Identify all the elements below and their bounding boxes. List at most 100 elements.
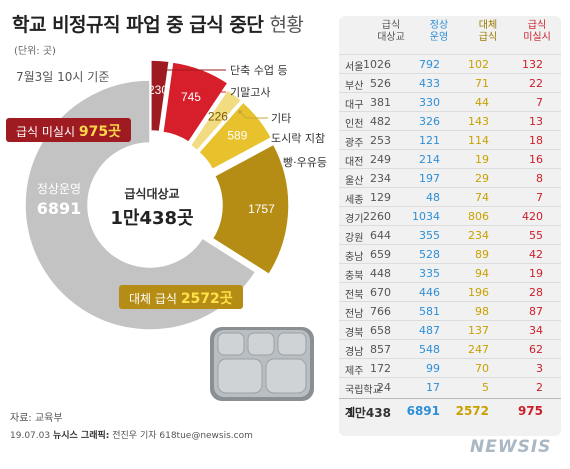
table-cell: 62 [529, 343, 543, 356]
page-title: 학교 비정규직 파업 중 급식 중단 현황 [12, 10, 304, 37]
table-cell: 482 [370, 115, 391, 128]
leader-dot [238, 110, 242, 114]
table-row: 울산 234 197 29 8 [339, 168, 561, 187]
table-cell: 경남 [345, 347, 364, 358]
center-callout: 급식대상교 1만438곳 [110, 185, 194, 230]
table-cell: 214 [419, 153, 440, 166]
table-cell: 충남 [345, 252, 364, 263]
table-cell: 102 [468, 58, 489, 71]
table-cell: 99 [426, 362, 440, 375]
table-row: 강원 644 355 234 55 [339, 225, 561, 244]
table-row: 전북 670 446 196 28 [339, 282, 561, 301]
table-row: 전남 766 581 98 87 [339, 301, 561, 320]
table-cell: 42 [529, 248, 543, 261]
table-cell: 528 [419, 248, 440, 261]
table-cell: 71 [475, 77, 489, 90]
table-cell: 세종 [345, 195, 364, 206]
table-row: 국립학교 24 17 5 2 [339, 377, 561, 396]
normal-label: 정상운영 [36, 182, 82, 196]
table-cell: 355 [419, 229, 440, 242]
table-cell: 전북 [345, 290, 364, 301]
table-cell: 658 [370, 324, 391, 337]
table-cell: 234 [370, 172, 391, 185]
title-tail: 현황 [269, 14, 304, 36]
table-cell: 부산 [345, 81, 364, 92]
table-row: 세종 129 48 74 7 [339, 187, 561, 206]
pie-value-label: 589 [227, 129, 247, 143]
table-cell: 경기 [345, 214, 364, 225]
table-cell: 29 [475, 172, 489, 185]
table-cell: 249 [370, 153, 391, 166]
table-cell: 857 [370, 343, 391, 356]
table-cell: 448 [370, 267, 391, 280]
table-cell: 경북 [345, 328, 364, 339]
title-main: 학교 비정규직 파업 중 급식 중단 [12, 14, 264, 36]
table-cell: 13 [529, 115, 543, 128]
table-cell: 247 [468, 343, 489, 356]
table-cell: 526 [370, 77, 391, 90]
table-row: 제주 172 99 70 3 [339, 358, 561, 377]
table-cell: 196 [468, 286, 489, 299]
table-total-row: 계 1만438 6891 2572 975 [339, 398, 561, 422]
table-cell: 330 [419, 96, 440, 109]
normal-callout: 정상운영 6891 [28, 180, 90, 218]
table-total-cell: 계 [345, 406, 356, 419]
table-cell: 제주 [345, 366, 364, 377]
table-cell: 129 [370, 191, 391, 204]
table-cell: 국립학교 [345, 385, 382, 396]
table-cell: 335 [419, 267, 440, 280]
table-cell: 121 [419, 134, 440, 147]
leader-dot [198, 90, 202, 94]
pie-category-label: 도시락 지참 [271, 132, 325, 145]
table-cell: 7 [536, 191, 543, 204]
table-cell: 74 [475, 191, 489, 204]
table-cell: 8 [536, 172, 543, 185]
table-row: 충남 659 528 89 42 [339, 244, 561, 263]
pie-slice-2 [161, 61, 229, 144]
table-cell: 792 [419, 58, 440, 71]
table-row: 부산 526 433 71 22 [339, 73, 561, 92]
table-total-cell: 6891 [406, 404, 440, 418]
table-header-cell: 정상 운영 [429, 20, 449, 43]
substitute-badge: 대체 급식 2572곳 [119, 285, 243, 309]
table-cell: 420 [522, 210, 543, 223]
leader-dot [266, 152, 270, 156]
table-header-cell: 급식 대상교 [377, 20, 405, 43]
table-cell: 22 [529, 77, 543, 90]
table-cell: 581 [419, 305, 440, 318]
table-row: 대구 381 330 44 7 [339, 92, 561, 111]
table-cell: 87 [529, 305, 543, 318]
table-cell: 137 [468, 324, 489, 337]
pie-value-label: 1757 [248, 202, 275, 216]
table-cell: 487 [419, 324, 440, 337]
table-cell: 172 [370, 362, 391, 375]
pie-slice-4 [197, 100, 273, 171]
table-total-cell: 975 [517, 404, 543, 418]
table-cell: 34 [529, 324, 543, 337]
table-body: 서울 1026 792 102 132 부산 526 433 71 22 대구 381 330 44 7 인천… [339, 54, 561, 396]
table-cell: 197 [419, 172, 440, 185]
newsis-watermark: NEWSIS [470, 437, 552, 457]
leader-line [251, 127, 268, 139]
source-note: 자료: 교육부 [10, 413, 63, 424]
leader-line [153, 69, 226, 79]
table-row: 대전 249 214 19 16 [339, 149, 561, 168]
table-cell: 28 [529, 286, 543, 299]
table-total-cell: 2572 [455, 404, 489, 418]
table-cell: 659 [370, 248, 391, 261]
leader-line [267, 153, 280, 163]
table-cell: 서울 [345, 62, 364, 73]
table-cell: 766 [370, 305, 391, 318]
leader-dot [250, 126, 254, 130]
table-total-cell: 1만438 [346, 406, 391, 420]
pie-category-label: 단축 수업 등 [230, 64, 288, 77]
table-cell: 644 [370, 229, 391, 242]
table-header: 급식 대상교 정상 운영 대체 급식 급식 미실시 [339, 16, 561, 52]
missing-value: 975곳 [78, 124, 121, 140]
table-cell: 381 [370, 96, 391, 109]
leader-dot [152, 76, 156, 80]
pie-category-label: 빵·우유등 [283, 156, 327, 169]
table-cell: 326 [419, 115, 440, 128]
table-row: 충북 448 335 94 19 [339, 263, 561, 282]
table-row: 인천 482 326 143 13 [339, 111, 561, 130]
